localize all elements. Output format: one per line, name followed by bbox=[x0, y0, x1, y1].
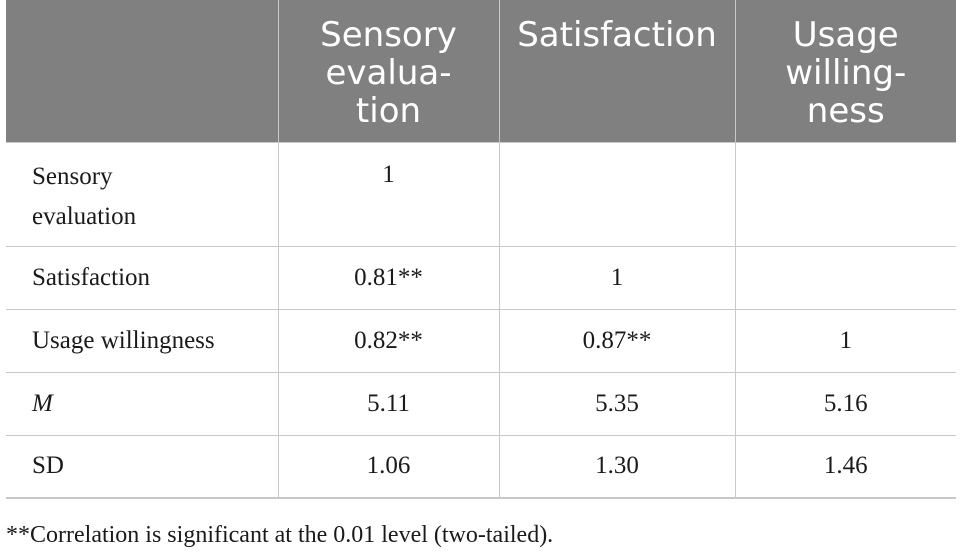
table-row-satisfaction: Satisfaction 0.81** 1 bbox=[6, 246, 956, 310]
table-row-sd: SD 1.06 1.30 1.46 bbox=[6, 435, 956, 499]
table-cell: 0.81** bbox=[277, 246, 500, 310]
header-empty-cell bbox=[6, 0, 279, 143]
row-label: SD bbox=[6, 435, 279, 499]
correlation-table-container: Sensory evalua- tion Satisfaction Usage … bbox=[6, 0, 956, 499]
table-cell: 1 bbox=[498, 246, 736, 310]
header-line: Sensory bbox=[320, 15, 457, 55]
header-line: Satisfaction bbox=[517, 15, 717, 55]
row-label-line: Sensory bbox=[32, 163, 113, 190]
table-cell bbox=[734, 246, 956, 310]
row-label: Usage willingness bbox=[6, 309, 279, 373]
table-row-usage-willingness: Usage willingness 0.82** 0.87** 1 bbox=[6, 309, 956, 373]
table-cell bbox=[734, 142, 956, 247]
table-cell: 1 bbox=[277, 142, 500, 247]
table-cell: 0.87** bbox=[498, 309, 736, 373]
table-cell: 5.11 bbox=[277, 372, 500, 436]
row-label: Satisfaction bbox=[6, 246, 279, 310]
table-row-sensory-evaluation: Sensory evaluation 1 bbox=[6, 142, 956, 247]
header-satisfaction: Satisfaction bbox=[498, 0, 736, 143]
header-line: Usage bbox=[792, 15, 899, 55]
table-row-mean: M 5.11 5.35 5.16 bbox=[6, 372, 956, 436]
row-label: Sensory evaluation bbox=[6, 142, 279, 247]
table-cell: 1.30 bbox=[498, 435, 736, 499]
table-cell: 1.06 bbox=[277, 435, 500, 499]
table-cell: 0.82** bbox=[277, 309, 500, 373]
header-sensory-evaluation: Sensory evalua- tion bbox=[277, 0, 500, 143]
header-line: willing- bbox=[785, 53, 907, 93]
header-line: evalua- bbox=[325, 53, 452, 93]
table-footnote: **Correlation is significant at the 0.01… bbox=[6, 522, 554, 548]
row-label-line: evaluation bbox=[32, 203, 137, 230]
header-line: tion bbox=[355, 91, 422, 131]
table-cell: 1 bbox=[734, 309, 956, 373]
header-row: Sensory evalua- tion Satisfaction Usage … bbox=[6, 0, 956, 143]
table-cell bbox=[498, 142, 736, 247]
table-cell: 5.16 bbox=[734, 372, 956, 436]
correlation-table: Sensory evalua- tion Satisfaction Usage … bbox=[6, 0, 956, 499]
table-cell: 1.46 bbox=[734, 435, 956, 499]
header-line: ness bbox=[806, 91, 885, 131]
table-cell: 5.35 bbox=[498, 372, 736, 436]
row-label: M bbox=[6, 372, 279, 436]
header-usage-willingness: Usage willing- ness bbox=[734, 0, 956, 143]
